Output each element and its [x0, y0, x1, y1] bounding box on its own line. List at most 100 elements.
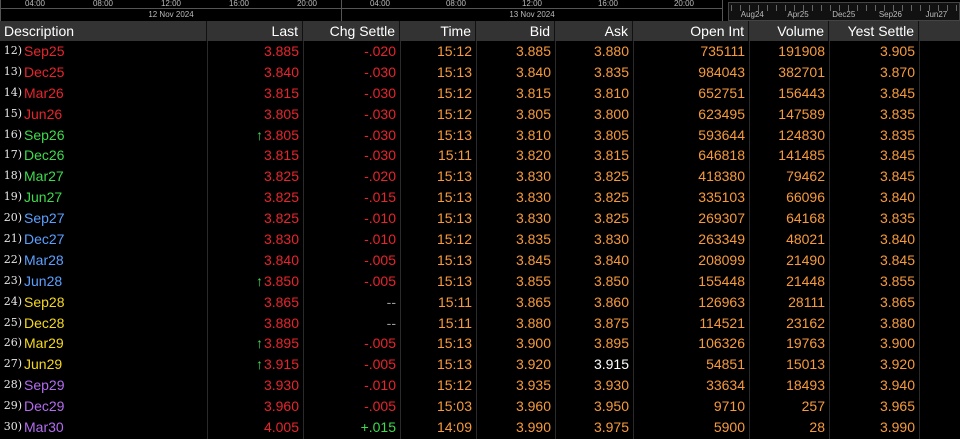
table-row[interactable]: 16) Sep26 ↑3.805 -.030 15:13 3.810 3.805 593644…	[0, 125, 960, 146]
contract-symbol[interactable]: Mar29	[24, 335, 64, 352]
bid: 3.805	[515, 105, 551, 122]
contract-symbol[interactable]: Sep25	[24, 43, 65, 59]
header-yest-settle[interactable]: Yest Settle	[829, 21, 919, 41]
table-row[interactable]: 27) Jun29 ↑3.915 -.005 15:13 3.920 3.915 54851 1…	[0, 354, 960, 375]
table-row[interactable]: 17) Dec26 3.815 -.030 15:11 3.820 3.815 646818 1…	[0, 145, 960, 166]
contract-symbol[interactable]: Sep29	[24, 377, 65, 394]
chg-settle: --	[386, 293, 396, 310]
intraday-chart-2[interactable]: 04:00 08:00 12:00 16:00 20:00 13 Nov 202…	[341, 0, 723, 21]
header-bid[interactable]: Bid	[476, 21, 555, 41]
header-last[interactable]: Last	[207, 21, 303, 41]
last-price: ↑3.805	[207, 125, 303, 146]
last-price: ↑3.915	[207, 354, 303, 375]
contract-symbol[interactable]: Dec27	[24, 231, 65, 248]
tick-label: 12:00	[160, 0, 182, 8]
header-ask[interactable]: Ask	[555, 21, 633, 41]
last-price: ↑3.895	[207, 333, 303, 354]
table-row[interactable]: 15) Jun26 3.805 -.030 15:12 3.805 3.800 623495 1…	[0, 104, 960, 125]
last-price: 3.825	[207, 166, 303, 187]
last-value: 3.840	[263, 63, 299, 80]
last-value: 3.880	[263, 314, 299, 331]
table-row[interactable]: 22) Mar28 3.840 -.005 15:13 3.845 3.840 208099 2…	[0, 250, 960, 271]
contract-symbol[interactable]: Dec25	[24, 63, 65, 80]
open-interest: 984043	[698, 63, 745, 80]
header-time[interactable]: Time	[400, 21, 476, 41]
chg-settle: -.020	[364, 168, 396, 185]
ask: 3.975	[593, 419, 629, 436]
trade-time: 15:13	[436, 335, 472, 352]
row-index: 17)	[3, 148, 22, 162]
contract-symbol[interactable]: Mar27	[24, 168, 64, 185]
header-open-int[interactable]: Open Int	[633, 21, 749, 41]
contract-timeline[interactable]: Aug24 Apr25 Dec25 Sep26 Jun27	[728, 2, 960, 21]
volume: 66096	[786, 189, 825, 206]
tick-label: 16:00	[228, 0, 250, 8]
contract-symbol[interactable]: Mar26	[24, 84, 64, 101]
contract-symbol[interactable]: Jun26	[24, 105, 63, 122]
contract-symbol[interactable]: Jun29	[24, 356, 63, 373]
table-row[interactable]: 20) Sep27 3.825 -.010 15:13 3.830 3.825 269307 6…	[0, 208, 960, 229]
table-row[interactable]: 19) Jun27 3.825 -.015 15:13 3.830 3.825 335103 6…	[0, 187, 960, 208]
table-row[interactable]: 30) Mar30 4.005 +.015 14:09 3.990 3.975 5900 28 3…	[0, 417, 960, 438]
ask: 3.815	[593, 147, 629, 164]
intraday-chart-strip: 04:00 08:00 12:00 16:00 20:00 12 Nov 202…	[0, 0, 960, 21]
chg-settle: -.005	[364, 356, 396, 373]
open-interest: 33634	[706, 377, 745, 394]
contract-symbol[interactable]: Dec28	[24, 314, 65, 331]
timeline-label: Sep26	[878, 10, 902, 19]
header-volume[interactable]: Volume	[749, 21, 829, 41]
open-interest: 735111	[700, 43, 745, 59]
ask: 3.825	[593, 189, 629, 206]
table-row[interactable]: 12) Sep25 3.885 -.020 15:12 3.885 3.880 735111 1…	[0, 41, 960, 62]
header-chg-settle[interactable]: Chg Settle	[303, 21, 400, 41]
contract-symbol[interactable]: Sep26	[24, 126, 65, 143]
contract-symbol[interactable]: Mar30	[24, 419, 64, 436]
yest-settle: 3.845	[879, 168, 915, 185]
table-row[interactable]: 26) Mar29 ↑3.895 -.005 15:13 3.900 3.895 106326…	[0, 333, 960, 354]
contract-symbol[interactable]: Jun28	[24, 272, 63, 289]
header-filler	[919, 21, 960, 41]
timeline-label: Dec25	[832, 10, 856, 19]
intraday-chart-1[interactable]: 04:00 08:00 12:00 16:00 20:00 12 Nov 202…	[0, 0, 342, 21]
last-price: 3.960	[207, 396, 303, 417]
table-row[interactable]: 25) Dec28 3.880 -- 15:11 3.880 3.875 114521 2316…	[0, 313, 960, 334]
yest-settle: 3.965	[879, 398, 915, 415]
table-row[interactable]: 23) Jun28 ↑3.850 -.005 15:13 3.855 3.850 155448…	[0, 271, 960, 292]
table-row[interactable]: 29) Dec29 3.960 -.005 15:03 3.960 3.950 9710 257…	[0, 396, 960, 417]
contract-symbol[interactable]: Jun27	[24, 189, 63, 206]
trade-time: 15:12	[436, 231, 472, 248]
table-row[interactable]: 21) Dec27 3.830 -.010 15:12 3.835 3.830 263349 4…	[0, 229, 960, 250]
last-value: 3.815	[263, 147, 299, 164]
yest-settle: 3.845	[879, 84, 915, 101]
yest-settle: 3.835	[879, 126, 915, 143]
trade-time: 15:12	[436, 84, 472, 101]
row-index: 16)	[3, 127, 22, 141]
last-value: 3.930	[263, 377, 299, 394]
last-price: 3.805	[207, 104, 303, 125]
table-row[interactable]: 13) Dec25 3.840 -.030 15:13 3.840 3.835 984043 3…	[0, 62, 960, 83]
chg-settle: -.030	[364, 63, 396, 80]
open-interest: 9710	[713, 398, 745, 415]
volume: 382701	[778, 63, 825, 80]
tick-label: 20:00	[296, 0, 318, 8]
contract-symbol[interactable]: Sep27	[24, 210, 65, 227]
trade-time: 15:13	[436, 168, 472, 185]
contract-symbol[interactable]: Sep28	[24, 293, 65, 310]
contract-symbol[interactable]: Dec26	[24, 147, 65, 164]
table-row[interactable]: 24) Sep28 3.865 -- 15:11 3.865 3.860 126963 2811…	[0, 292, 960, 313]
header-description[interactable]: Description	[0, 21, 207, 41]
volume: 18493	[786, 377, 825, 394]
up-arrow-icon: ↑	[255, 272, 263, 289]
bid: 3.810	[515, 126, 551, 143]
table-row[interactable]: 28) Sep29 3.930 -.010 15:12 3.935 3.930 33634 18…	[0, 375, 960, 396]
last-price: 3.865	[207, 292, 303, 313]
contract-symbol[interactable]: Mar28	[24, 251, 64, 268]
contract-symbol[interactable]: Dec29	[24, 398, 65, 415]
table-row[interactable]: 14) Mar26 3.815 -.030 15:12 3.815 3.810 652751 1…	[0, 83, 960, 104]
open-interest: 263349	[698, 231, 745, 248]
ask: 3.805	[593, 126, 629, 143]
row-index: 12)	[3, 44, 22, 57]
table-row[interactable]: 18) Mar27 3.825 -.020 15:13 3.830 3.825 418380 7…	[0, 166, 960, 187]
row-index: 30)	[3, 420, 22, 434]
bid: 3.840	[515, 63, 551, 80]
